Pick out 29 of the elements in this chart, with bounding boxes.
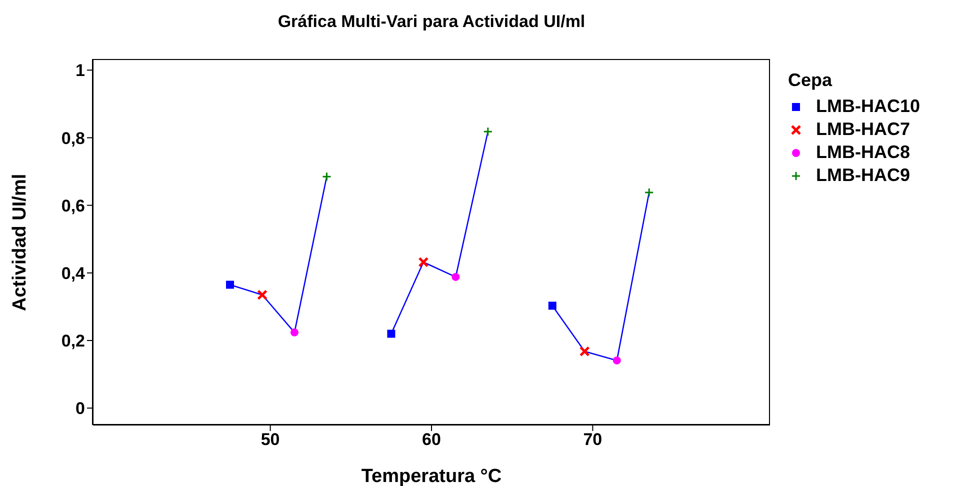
y-tick-label: 0,4	[61, 264, 86, 283]
point	[290, 328, 298, 336]
legend-label: LMB-HAC8	[816, 142, 910, 163]
point	[226, 280, 234, 289]
legend-label: LMB-HAC7	[816, 119, 910, 140]
x-tick-label: 70	[583, 430, 602, 450]
x-tick-label: 60	[422, 430, 441, 450]
point	[418, 256, 429, 268]
y-tick-label: 0,2	[61, 332, 85, 351]
y-axis-title: Actividad UI/ml	[10, 174, 31, 312]
point	[579, 346, 590, 357]
legend-title: Cepa	[788, 70, 834, 91]
x-tick-label: 50	[260, 430, 280, 450]
point	[483, 126, 493, 136]
point	[612, 356, 621, 364]
y-tick-label: 1	[76, 61, 85, 80]
y-tick-label: 0,8	[61, 128, 85, 148]
point	[257, 290, 268, 300]
legend-label: LMB-HAC10	[816, 96, 920, 117]
point	[548, 302, 556, 310]
y-tick-label: 0	[76, 399, 85, 418]
point	[322, 172, 332, 182]
point	[452, 272, 460, 281]
x-axis-title: Temperatura °C	[361, 466, 502, 486]
legend-label: LMB-HAC9	[816, 165, 910, 186]
point	[387, 330, 396, 338]
chart-title: Gráfica Multi-Vari para Actividad UI/ml	[276, 12, 586, 32]
y-tick-label: 0,6	[61, 196, 85, 216]
point	[644, 188, 654, 198]
